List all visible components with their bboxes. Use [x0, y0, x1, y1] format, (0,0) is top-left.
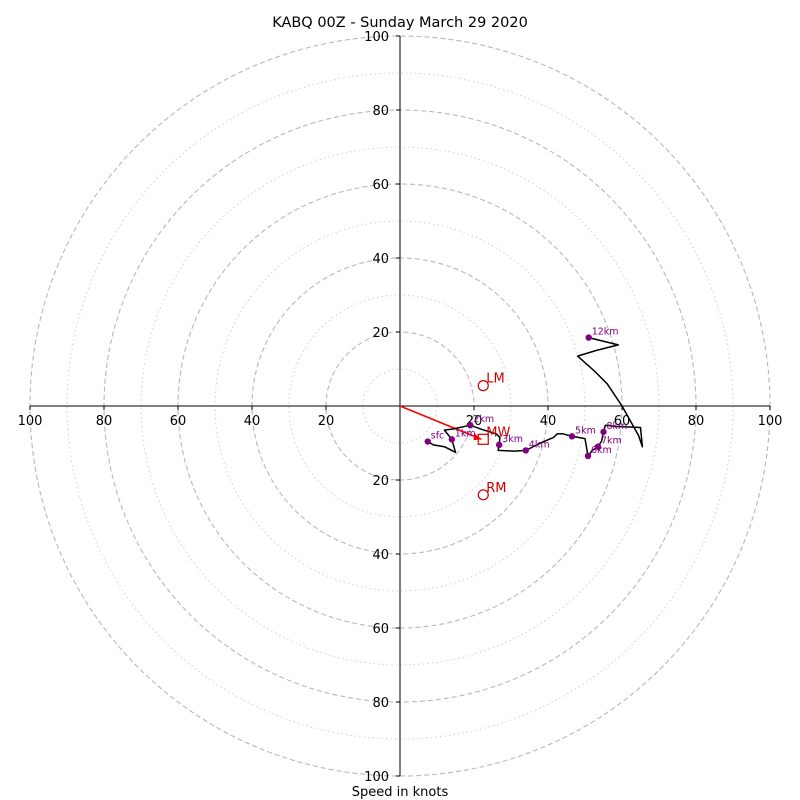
height-marker-sfc	[424, 438, 431, 445]
height-marker-5km	[568, 433, 576, 440]
tick-label-down-80: 80	[372, 696, 389, 711]
tick-label-right-80: 80	[688, 414, 705, 429]
tick-label-right-60: 60	[614, 414, 631, 429]
chart-title: KABQ 00Z - Sunday March 29 2020	[272, 15, 528, 31]
height-marker-12km	[585, 334, 592, 341]
height-marker-6km	[584, 452, 592, 460]
height-marker-4km	[522, 447, 529, 454]
tick-label-down-20: 20	[372, 474, 389, 489]
tick-label-left-20: 20	[318, 414, 335, 429]
hodograph-trace	[399, 336, 644, 457]
tick-label-up-40: 40	[372, 252, 389, 267]
tick-label-down-100: 100	[364, 770, 389, 785]
tick-label-up-100: 100	[364, 30, 389, 45]
tick-label-right-100: 100	[758, 414, 783, 429]
hodograph-line	[427, 336, 644, 457]
height-label-3km: 3km	[502, 434, 523, 445]
height-label-6km: 6km	[591, 445, 612, 456]
height-marker-8km	[600, 428, 607, 436]
height-label-12km: 12km	[592, 327, 619, 338]
storm-label-MW: MW	[486, 425, 510, 440]
tick-label-right-40: 40	[540, 414, 557, 429]
height-label-2km: 2km	[473, 414, 494, 425]
storm-marker-RM	[477, 489, 489, 501]
height-label-7km: 7km	[601, 436, 622, 447]
height-marker-7km	[594, 443, 602, 450]
height-marker-2km	[467, 422, 474, 429]
height-marker-3km	[495, 441, 503, 449]
height-label-8km: 8km	[607, 421, 628, 432]
storm-motions: LM RM MW	[477, 372, 510, 501]
height-label-4km: 4km	[529, 439, 550, 450]
storm-label-RM: RM	[486, 481, 506, 496]
height-label-5km: 5km	[575, 425, 596, 436]
storm-marker-LM	[477, 380, 489, 392]
height-label-sfc: sfc	[431, 431, 445, 442]
tick-label-up-20: 20	[372, 326, 389, 341]
tick-label-up-80: 80	[372, 104, 389, 119]
tick-label-left-100: 100	[18, 414, 43, 429]
storm-marker-MW	[477, 433, 489, 445]
mean-wind-arrowhead	[473, 433, 482, 441]
axis-ticks: 20 40 60 80 10020406080100204060801002040608…	[18, 30, 783, 785]
storm-label-LM: LM	[486, 372, 504, 387]
tick-label-left-60: 60	[170, 414, 187, 429]
tick-label-left-40: 40	[244, 414, 261, 429]
height-marker-1km	[448, 436, 455, 443]
height-label-1km: 1km	[455, 428, 476, 439]
x-axis-label: Speed in knots	[352, 785, 449, 800]
tick-label-up-60: 60	[372, 178, 389, 193]
tick-label-down-40: 40	[372, 548, 389, 563]
mean-wind-vector	[399, 405, 482, 441]
tick-label-down-60: 60	[372, 622, 389, 637]
tick-label-left-80: 80	[96, 414, 113, 429]
